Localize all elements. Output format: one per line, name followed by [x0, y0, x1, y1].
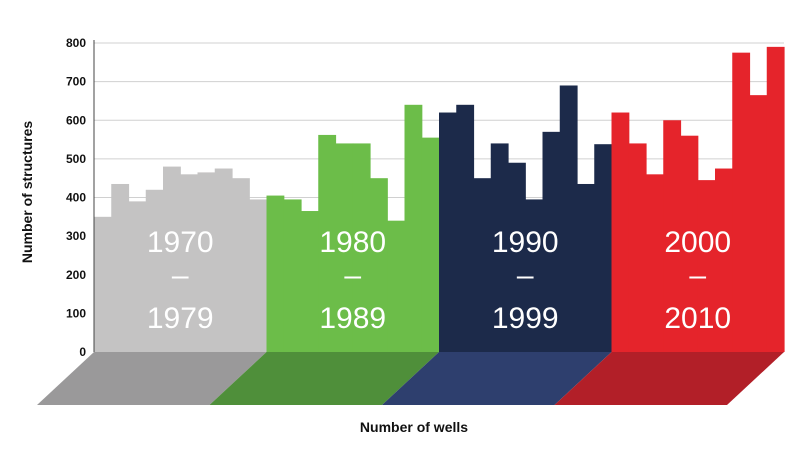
bar: [594, 144, 613, 352]
bar: [404, 104, 423, 352]
y-tick-label: 700: [66, 75, 86, 89]
decade-label: –: [689, 259, 706, 292]
bar: [766, 46, 785, 353]
floor-segment: [37, 352, 267, 405]
decade-label: 1990: [492, 226, 559, 259]
decade-label: 2000: [664, 226, 731, 259]
bar: [249, 199, 268, 352]
decade-label: 1970: [147, 226, 214, 259]
y-axis-title: Number of structures: [19, 121, 35, 264]
bar: [490, 143, 509, 352]
bar: [318, 134, 337, 352]
y-tick-label: 300: [66, 229, 86, 243]
bar: [421, 137, 440, 352]
bar: [525, 199, 544, 352]
floor-segment: [382, 352, 612, 405]
floor-segment: [554, 352, 784, 405]
y-tick-label: 600: [66, 113, 86, 127]
y-tick-label: 400: [66, 191, 86, 205]
decade-label: –: [344, 259, 361, 292]
bar: [128, 201, 147, 352]
bar: [439, 112, 457, 353]
bar: [145, 189, 164, 352]
bar: [697, 180, 716, 352]
bar: [715, 168, 733, 352]
decade-label: –: [517, 259, 534, 292]
bar: [352, 143, 371, 352]
bar: [94, 216, 112, 352]
bar: [335, 143, 354, 352]
bar: [163, 166, 181, 352]
decade-label: 1999: [492, 302, 559, 335]
bar: [387, 220, 406, 352]
decade-label: 2010: [664, 302, 731, 335]
bar: [456, 104, 475, 352]
bar: [232, 178, 250, 352]
decade-label: 1979: [147, 302, 214, 335]
bar: [473, 178, 492, 352]
bar: [542, 131, 561, 352]
bars: [94, 46, 785, 353]
decade-label: 1980: [319, 226, 386, 259]
bar: [197, 172, 216, 352]
y-tick-label: 100: [66, 306, 86, 320]
x-axis-title: Number of wells: [360, 419, 468, 435]
y-tick-label: 200: [66, 268, 86, 282]
y-tick-label: 800: [66, 36, 86, 50]
bar: [559, 85, 578, 353]
bar: [111, 183, 130, 352]
bar: [508, 162, 526, 352]
bar: [283, 199, 302, 352]
decade-label: –: [172, 259, 189, 292]
bar: [646, 174, 664, 352]
bar: [628, 143, 647, 352]
y-tick-label: 500: [66, 152, 86, 166]
bar: [266, 195, 285, 352]
y-axis-ticks: 0 100 200 300 400 500 600 700 800: [66, 36, 86, 359]
bar: [214, 168, 233, 352]
bar: [732, 52, 751, 352]
bar: [680, 135, 699, 352]
y-tick-label: 0: [79, 345, 86, 359]
floor-base: [37, 352, 784, 405]
bar: [663, 120, 682, 352]
bar: [301, 211, 319, 352]
bar: [577, 183, 595, 352]
decade-label: 1989: [319, 302, 386, 335]
bar: [749, 95, 768, 353]
bar: [611, 112, 630, 353]
floor-segment: [209, 352, 439, 405]
bar: [370, 178, 388, 352]
bar: [180, 174, 199, 352]
